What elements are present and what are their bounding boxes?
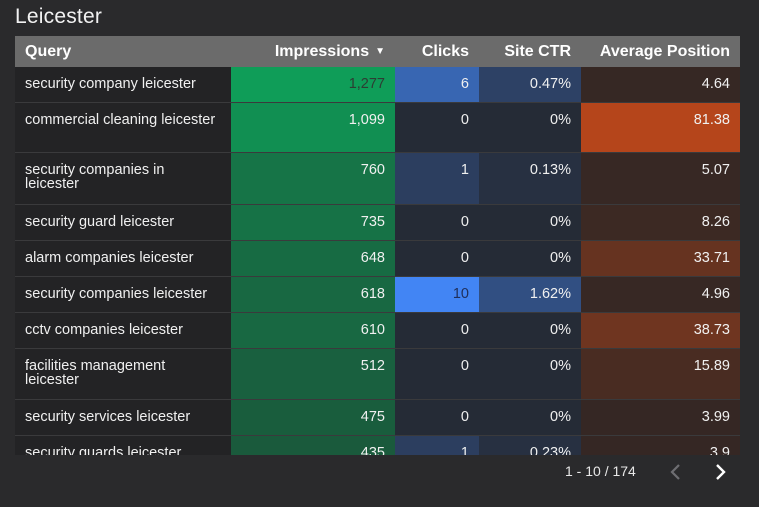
cell-clicks: 0 bbox=[395, 400, 479, 435]
cell-position: 5.07 bbox=[581, 153, 740, 204]
header-query-label: Query bbox=[25, 42, 72, 60]
cell-impressions: 618 bbox=[231, 277, 395, 312]
pagination-bar: 1 - 10 / 174 bbox=[0, 455, 759, 507]
chevron-right-icon bbox=[716, 464, 726, 480]
cell-impressions: 760 bbox=[231, 153, 395, 204]
cell-impressions: 1,099 bbox=[231, 103, 395, 152]
header-ctr-label: Site CTR bbox=[504, 42, 571, 60]
cell-query: alarm companies leicester bbox=[25, 250, 194, 266]
cell-position: 3.99 bbox=[581, 400, 740, 435]
cell-clicks: 0 bbox=[395, 205, 479, 240]
cell-ctr: 0% bbox=[479, 349, 581, 399]
cell-clicks: 0 bbox=[395, 103, 479, 152]
cell-ctr: 0.13% bbox=[479, 153, 581, 204]
cell-clicks: 6 bbox=[395, 67, 479, 102]
cell-impressions: 512 bbox=[231, 349, 395, 399]
header-ctr[interactable]: Site CTR bbox=[479, 43, 581, 61]
prev-page-button[interactable] bbox=[664, 459, 688, 485]
table-row[interactable]: security guard leicester 735 0 0% 8.26 bbox=[15, 205, 740, 241]
cell-query: cctv companies leicester bbox=[25, 322, 183, 338]
cell-ctr: 0% bbox=[479, 400, 581, 435]
header-clicks[interactable]: Clicks bbox=[395, 43, 479, 61]
cell-position: 3.9 bbox=[581, 436, 740, 455]
cell-position: 8.26 bbox=[581, 205, 740, 240]
cell-query: commercial cleaning leicester bbox=[25, 112, 216, 128]
cell-position: 33.71 bbox=[581, 241, 740, 276]
table-row[interactable]: security guards leicester 435 1 0.23% 3.9 bbox=[15, 436, 740, 455]
cell-position: 38.73 bbox=[581, 313, 740, 348]
table-body: security company leicester 1,277 6 0.47% 4.6… bbox=[15, 67, 740, 455]
cell-ctr: 0.23% bbox=[479, 436, 581, 455]
table-row[interactable]: security companies in leicester 760 1 0.13%… bbox=[15, 153, 740, 205]
page-title: Leicester bbox=[15, 5, 103, 28]
header-query[interactable]: Query bbox=[15, 43, 231, 61]
cell-clicks: 1 bbox=[395, 436, 479, 455]
table-row[interactable]: facilities management leicester 512 0 0% 15.… bbox=[15, 349, 740, 400]
cell-ctr: 0.47% bbox=[479, 67, 581, 102]
table-row[interactable]: security services leicester 475 0 0% 3.99 bbox=[15, 400, 740, 436]
cell-clicks: 0 bbox=[395, 349, 479, 399]
cell-clicks: 10 bbox=[395, 277, 479, 312]
table-header: Query Impressions ▼ Clicks Site CTR Avera… bbox=[15, 36, 740, 67]
cell-impressions: 735 bbox=[231, 205, 395, 240]
cell-clicks: 0 bbox=[395, 313, 479, 348]
cell-clicks: 0 bbox=[395, 241, 479, 276]
cell-query: security services leicester bbox=[25, 409, 191, 425]
header-impressions-label: Impressions bbox=[274, 42, 370, 60]
header-position[interactable]: Average Position bbox=[581, 43, 740, 61]
cell-position: 15.89 bbox=[581, 349, 740, 399]
header-position-label: Average Position bbox=[599, 42, 730, 60]
next-page-button[interactable] bbox=[708, 459, 732, 485]
cell-impressions: 610 bbox=[231, 313, 395, 348]
cell-query: facilities management leicester bbox=[25, 358, 166, 388]
cell-impressions: 1,277 bbox=[231, 67, 395, 102]
cell-clicks: 1 bbox=[395, 153, 479, 204]
cell-position: 4.96 bbox=[581, 277, 740, 312]
table-row[interactable]: security companies leicester 618 10 1.62% 4.… bbox=[15, 277, 740, 313]
chevron-left-icon bbox=[670, 464, 680, 480]
cell-impressions: 475 bbox=[231, 400, 395, 435]
cell-position: 81.38 bbox=[581, 103, 740, 152]
cell-query: security guards leicester bbox=[25, 445, 182, 455]
cell-query: security companies in leicester bbox=[25, 162, 165, 192]
table-row[interactable]: security company leicester 1,277 6 0.47% 4.6… bbox=[15, 67, 740, 103]
cell-position: 4.64 bbox=[581, 67, 740, 102]
cell-query: security company leicester bbox=[25, 76, 196, 92]
pagination-range: 1 - 10 / 174 bbox=[565, 463, 636, 479]
cell-ctr: 0% bbox=[479, 103, 581, 152]
cell-ctr: 0% bbox=[479, 313, 581, 348]
data-table: Query Impressions ▼ Clicks Site CTR Avera… bbox=[15, 36, 740, 455]
cell-ctr: 0% bbox=[479, 241, 581, 276]
cell-ctr: 1.62% bbox=[479, 277, 581, 312]
table-row[interactable]: commercial cleaning leicester 1,099 0 0% 81.… bbox=[15, 103, 740, 153]
header-clicks-label: Clicks bbox=[421, 42, 469, 60]
cell-impressions: 435 bbox=[231, 436, 395, 455]
cell-impressions: 648 bbox=[231, 241, 395, 276]
sort-desc-icon: ▼ bbox=[375, 45, 385, 57]
cell-query: security guard leicester bbox=[25, 214, 175, 230]
cell-ctr: 0% bbox=[479, 205, 581, 240]
table-row[interactable]: cctv companies leicester 610 0 0% 38.73 bbox=[15, 313, 740, 349]
table-row[interactable]: alarm companies leicester 648 0 0% 33.71 bbox=[15, 241, 740, 277]
header-impressions[interactable]: Impressions ▼ bbox=[231, 43, 395, 61]
cell-query: security companies leicester bbox=[25, 286, 208, 302]
